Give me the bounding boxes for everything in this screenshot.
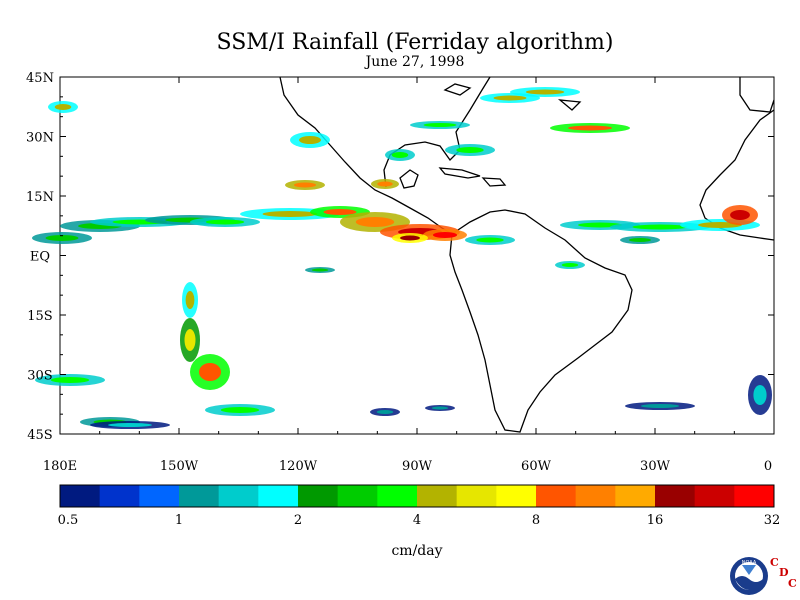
lon-label: 60W: [521, 459, 552, 474]
lon-label: 0: [764, 459, 772, 474]
lat-label: 30S: [27, 369, 52, 384]
coast-cuba: [438, 167, 481, 179]
colorbar-swatch: [536, 485, 577, 507]
colorbar-tick-label: 0.5: [58, 513, 79, 528]
colorbar-swatch: [575, 485, 616, 507]
lon-label: 120W: [279, 459, 318, 474]
colorbar-frame: [59, 484, 775, 508]
coast-africa: [699, 109, 775, 241]
colorbar-swatch: [179, 485, 220, 507]
rain-patch-core: [205, 219, 245, 225]
rain-patch-core: [376, 410, 394, 414]
colorbar-unit: cm/day: [391, 543, 442, 559]
lon-label: 180E: [43, 459, 77, 474]
lat-label: 15N: [26, 190, 54, 205]
rain-patch-core: [431, 406, 449, 410]
rain-patch-core: [456, 147, 484, 153]
cdc-letter-c1: C: [770, 556, 779, 569]
noaa-logo-text: NOAA: [742, 560, 757, 566]
colorbar-swatch: [734, 485, 775, 507]
cdc-letter-d: D: [779, 566, 789, 579]
noaa-logo-bird: [742, 565, 756, 575]
rain-patch-core: [629, 238, 651, 242]
colorbar-swatch: [456, 485, 497, 507]
cdc-letter-c2: C: [788, 577, 797, 590]
colorbar-swatch: [60, 485, 101, 507]
rain-patch-core: [493, 95, 527, 101]
noaa-logo-wave: [735, 576, 763, 591]
lon-label: 30W: [640, 459, 671, 474]
rain-patch-core: [311, 268, 329, 272]
colorbar-swatch: [337, 485, 378, 507]
rain-patch-core: [299, 136, 321, 144]
rainfall-patches: [32, 87, 772, 429]
coast-great-lakes: [443, 83, 472, 96]
rain-patch-core: [423, 123, 457, 127]
rain-patch-core: [323, 209, 357, 215]
rain-patch-core: [355, 217, 395, 227]
lat-label: 30N: [26, 131, 54, 146]
colorbar-swatch: [377, 485, 418, 507]
lon-label: 150W: [160, 459, 199, 474]
colorbar-swatch: [218, 485, 259, 507]
rain-patch-core: [400, 235, 420, 241]
rain-patch-core: [199, 363, 221, 381]
lat-label: 45S: [27, 428, 52, 443]
rain-patch-core: [391, 152, 409, 158]
coast-hispaniola: [481, 177, 507, 187]
rain-patch-core: [561, 263, 579, 267]
rain-patch-core: [220, 407, 260, 413]
latitude-axis: 45N 30N 15N EQ 15S 30S 45S: [26, 71, 774, 443]
colorbar-swatch: [99, 485, 140, 507]
coast-yucatan: [399, 169, 419, 189]
lat-label: EQ: [30, 250, 50, 265]
rain-patch-core: [568, 125, 612, 131]
colorbar-swatch: [258, 485, 299, 507]
lat-label: 45N: [26, 71, 54, 86]
colorbar-tick-label: 16: [647, 513, 664, 528]
rain-patch-core: [377, 181, 393, 187]
map-frame: [59, 76, 775, 435]
colorbar-tick-label: 32: [764, 513, 781, 528]
rain-patch-core: [525, 89, 565, 95]
coastlines: [279, 76, 775, 433]
rain-patch-core: [432, 232, 458, 238]
rain-patch-core: [262, 211, 318, 217]
coast-newfoundland: [557, 99, 582, 111]
rain-patch-core: [640, 404, 680, 408]
rain-patch-core: [54, 104, 72, 110]
rain-patch-core: [753, 385, 767, 405]
map-date: June 27, 1998: [365, 54, 465, 70]
colorbar-swatch: [139, 485, 180, 507]
rain-patch-core: [632, 224, 688, 230]
coast-north-america: [279, 76, 453, 235]
rain-patch-core: [108, 423, 152, 427]
colorbar-tick-label: 2: [294, 513, 302, 528]
lon-label: 90W: [402, 459, 433, 474]
lat-label: 15S: [27, 309, 52, 324]
colorbar-swatch: [655, 485, 696, 507]
rain-patch-core: [730, 210, 750, 220]
rain-patch-core: [294, 182, 316, 188]
colorbar-swatch: [615, 485, 656, 507]
coast-iberia: [739, 77, 775, 113]
colorbar-swatch: [496, 485, 537, 507]
colorbar-swatch: [694, 485, 735, 507]
colorbar: 0.5 1 2 4 8 16 32: [58, 484, 781, 528]
rain-patch-core: [185, 291, 195, 309]
longitude-axis: 180E 150W 120W 90W 60W 30W 0: [43, 77, 775, 474]
rain-patch-core: [45, 235, 79, 241]
map-title: SSM/I Rainfall (Ferriday algorithm): [216, 30, 614, 55]
colorbar-tick-label: 1: [175, 513, 183, 528]
rain-patch-core: [50, 377, 90, 383]
colorbar-tick-label: 4: [413, 513, 421, 528]
noaa-cdc-logo: NOAA: [730, 557, 768, 595]
coast-south-america: [449, 209, 633, 433]
colorbar-tick-label: 8: [532, 513, 540, 528]
colorbar-swatch: [298, 485, 339, 507]
rain-patch-core: [476, 237, 504, 243]
colorbar-swatch: [417, 485, 458, 507]
rain-patch-core: [184, 329, 196, 351]
